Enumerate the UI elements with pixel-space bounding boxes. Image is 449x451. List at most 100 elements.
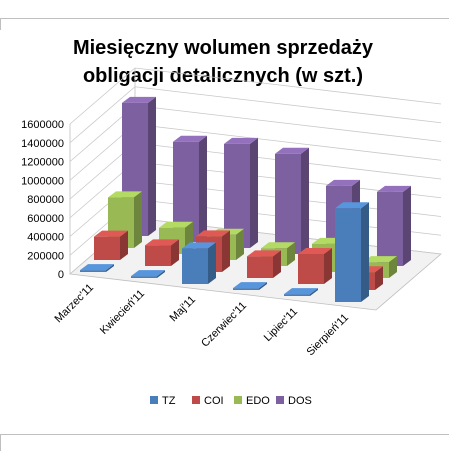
bar-top bbox=[173, 135, 207, 142]
y-tick-label: 1600000 bbox=[21, 119, 64, 131]
bar-top bbox=[159, 221, 193, 228]
bar-tz-3 bbox=[233, 282, 267, 290]
bar-coi-4 bbox=[298, 248, 332, 284]
legend-item-coi: COI bbox=[192, 395, 224, 407]
bar-tz-1 bbox=[131, 270, 165, 278]
bar-side bbox=[199, 135, 207, 242]
y-tick-label: 800000 bbox=[27, 194, 64, 206]
bar-front bbox=[182, 248, 208, 284]
bar-top bbox=[298, 248, 332, 254]
y-tick-label: 200000 bbox=[27, 250, 64, 262]
bar-front bbox=[335, 208, 361, 302]
bar-top bbox=[80, 264, 114, 271]
bar-dos-1 bbox=[173, 135, 207, 242]
bar-top bbox=[377, 185, 411, 192]
chart-legend: TZ COI EDO DOS bbox=[150, 395, 312, 407]
bar-dos-3 bbox=[275, 147, 309, 254]
legend-swatch bbox=[276, 396, 284, 404]
chart-bars bbox=[80, 96, 411, 302]
bar-top bbox=[363, 256, 397, 263]
bar-top bbox=[131, 270, 165, 277]
chart-title-line-2: obligacji detalicznych (w szt.) bbox=[83, 65, 363, 87]
bar-side bbox=[389, 256, 397, 278]
bar-tz-5 bbox=[335, 202, 369, 302]
bar-coi-3 bbox=[247, 250, 281, 278]
y-tick-label: 1000000 bbox=[21, 175, 64, 187]
bar-top bbox=[233, 282, 267, 289]
legend-label: TZ bbox=[162, 395, 176, 407]
bar-side bbox=[208, 242, 216, 284]
bar-dos-2 bbox=[224, 137, 258, 248]
legend-item-tz: TZ bbox=[150, 395, 176, 407]
bar-side bbox=[361, 202, 369, 302]
bar-tz-0 bbox=[80, 264, 114, 272]
bar-front bbox=[247, 256, 273, 278]
bar-coi-0 bbox=[94, 230, 128, 260]
bar-front bbox=[224, 143, 250, 248]
legend-swatch bbox=[150, 396, 158, 404]
bar-top bbox=[122, 96, 156, 103]
legend-label: DOS bbox=[288, 395, 312, 407]
y-axis-tick-labels: 0 200000 400000 600000 800000 1000000 1200000 1… bbox=[21, 119, 64, 281]
gridline-side bbox=[69, 67, 136, 125]
bar-top bbox=[326, 179, 360, 186]
bar-top bbox=[108, 191, 142, 198]
y-tick-label: 1400000 bbox=[21, 138, 64, 150]
bar-top bbox=[182, 242, 216, 249]
bar-front bbox=[275, 153, 301, 254]
legend-label: EDO bbox=[246, 395, 270, 407]
gridline bbox=[134, 67, 442, 105]
bar-side bbox=[120, 230, 128, 260]
gridline-side bbox=[69, 86, 136, 144]
bar-front bbox=[145, 245, 171, 266]
bar-top bbox=[284, 288, 318, 295]
bar-front bbox=[233, 288, 259, 290]
bar-top bbox=[145, 239, 179, 246]
bar-side bbox=[250, 137, 258, 248]
bar-front bbox=[284, 294, 310, 296]
bar-side bbox=[301, 147, 309, 254]
bar-top bbox=[94, 230, 128, 237]
bar-tz-4 bbox=[284, 288, 318, 296]
gridline bbox=[134, 105, 442, 142]
bar-tz-2 bbox=[182, 242, 216, 284]
bar-side bbox=[222, 230, 230, 272]
bar-front bbox=[173, 141, 199, 242]
bar-side bbox=[310, 288, 318, 296]
legend-swatch bbox=[192, 396, 200, 404]
bar-front bbox=[80, 270, 106, 272]
legend-item-edo: EDO bbox=[234, 395, 270, 407]
bar-top bbox=[224, 137, 258, 144]
bar-side bbox=[403, 185, 411, 266]
bar-front bbox=[131, 276, 157, 278]
bar-side bbox=[236, 228, 244, 260]
bar-front bbox=[94, 236, 120, 260]
y-tick-label: 0 bbox=[58, 269, 64, 281]
bar-top bbox=[247, 250, 281, 257]
legend-label: COI bbox=[204, 395, 224, 407]
bar-front bbox=[298, 254, 324, 284]
y-tick-label: 400000 bbox=[27, 232, 64, 244]
bar-side bbox=[134, 191, 142, 248]
legend-swatch bbox=[234, 396, 242, 404]
bar-side bbox=[375, 266, 383, 290]
bar-front bbox=[377, 191, 403, 266]
bar-dos-5 bbox=[377, 185, 411, 266]
bar-top bbox=[196, 230, 230, 237]
bar-top bbox=[261, 242, 295, 249]
gridline bbox=[134, 86, 442, 124]
bar-side bbox=[259, 282, 267, 290]
chart-title-line-1: Miesięczny wolumen sprzedaży bbox=[73, 37, 374, 59]
bar-side bbox=[157, 270, 165, 278]
bar-side bbox=[171, 239, 179, 266]
bar-side bbox=[287, 242, 295, 266]
legend-item-dos: DOS bbox=[276, 395, 312, 407]
bar-side bbox=[324, 248, 332, 284]
y-tick-label: 600000 bbox=[27, 213, 64, 225]
gridline bbox=[134, 123, 442, 161]
bar-top bbox=[275, 147, 309, 154]
bar-side bbox=[273, 250, 281, 278]
bar-coi-1 bbox=[145, 239, 179, 266]
y-tick-label: 1200000 bbox=[21, 157, 64, 169]
